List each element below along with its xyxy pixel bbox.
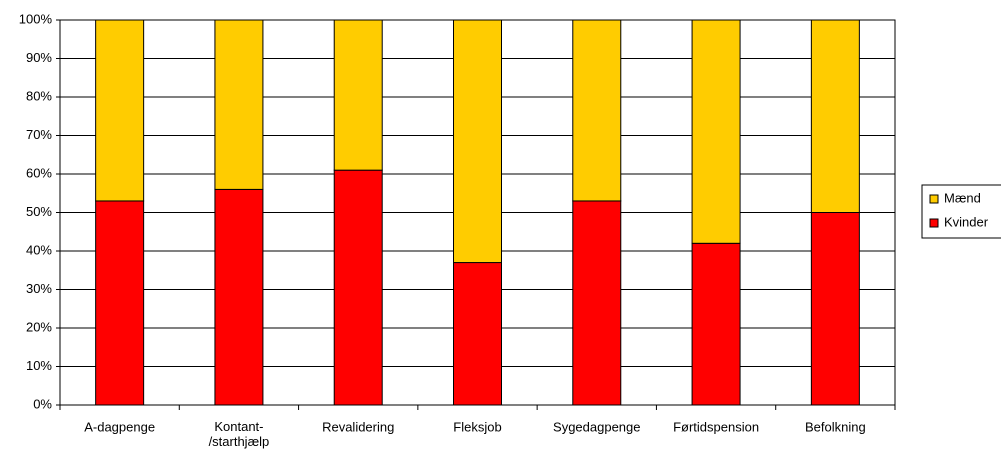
bar-segment xyxy=(572,200,622,406)
y-tick-label: 100% xyxy=(19,11,53,26)
legend-label: Mænd xyxy=(944,190,981,205)
y-tick-label: 70% xyxy=(26,127,52,142)
y-tick-label: 40% xyxy=(26,242,52,257)
plot-border xyxy=(59,19,896,406)
bar-segment xyxy=(214,19,264,190)
x-tick-label: Fleksjob xyxy=(453,419,501,434)
bar-segment xyxy=(95,200,145,406)
bar-segment xyxy=(572,19,622,202)
y-tick-label: 0% xyxy=(33,396,52,411)
y-tick-label: 80% xyxy=(26,88,52,103)
y-tick-label: 90% xyxy=(26,50,52,65)
x-tick-label: Befolkning xyxy=(805,419,866,434)
bar-segment xyxy=(453,262,502,406)
bar-segment xyxy=(214,188,264,406)
y-tick-label: 20% xyxy=(26,319,52,334)
legend-swatch xyxy=(929,218,939,228)
x-tick-label: Revalidering xyxy=(322,419,394,434)
legend-label: Kvinder xyxy=(944,214,989,229)
y-tick-label: 50% xyxy=(26,204,52,219)
bar-segment xyxy=(691,19,741,244)
legend-swatch xyxy=(929,194,939,204)
legend-box xyxy=(921,184,1001,239)
x-tick-label: Førtidspension xyxy=(673,419,759,434)
bar-segment xyxy=(95,19,145,202)
bar-segment xyxy=(810,212,860,406)
bar-segment xyxy=(453,19,502,264)
bar-segment xyxy=(333,19,383,171)
bar-segment xyxy=(810,19,860,213)
bar-segment xyxy=(333,169,383,406)
x-tick-label: Kontant-/starthjælp xyxy=(209,419,270,449)
y-tick-label: 10% xyxy=(26,358,52,373)
x-tick-label: Sygedagpenge xyxy=(553,419,640,434)
bar-segment xyxy=(691,242,741,406)
x-tick-label: A-dagpenge xyxy=(84,419,155,434)
y-tick-label: 30% xyxy=(26,281,52,296)
y-tick-label: 60% xyxy=(26,165,52,180)
